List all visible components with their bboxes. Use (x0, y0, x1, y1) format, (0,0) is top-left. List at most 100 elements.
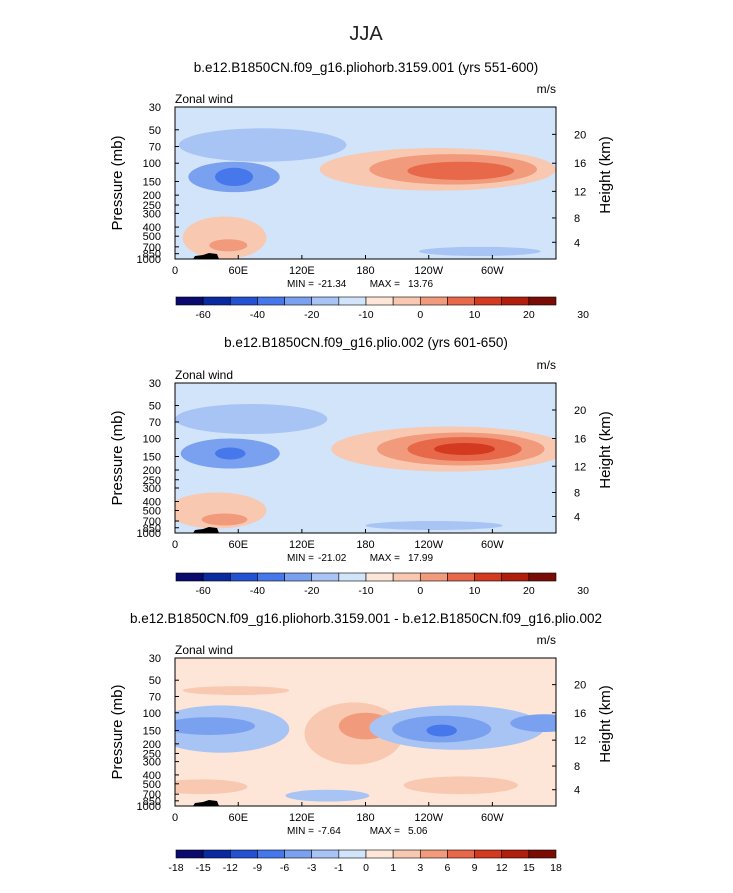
pressure-tick-label: 70 (149, 142, 161, 154)
colorbar-label: 15 (523, 862, 535, 874)
colorbar-label: -10 (358, 585, 373, 597)
pressure-tick-label: 1000 (137, 801, 161, 813)
longitude-tick-label: 60W (481, 265, 504, 277)
min-value: -21.02 (318, 553, 347, 564)
pressure-tick-label: 250 (143, 748, 161, 760)
height-tick-label: 8 (574, 488, 580, 500)
pressure-tick-label: 200 (143, 739, 161, 751)
colorbar-label: 6 (445, 862, 451, 874)
pressure-tick-label: 850 (143, 796, 161, 808)
colorbar-swatch (284, 572, 313, 582)
longitude-tick-label: 60E (228, 539, 248, 551)
max-label: MAX = (370, 826, 400, 837)
colorbar-swatch (229, 572, 258, 582)
colorbar-swatch (419, 296, 448, 306)
panel-title: b.e12.B1850CN.f09_g16.pliohorb.3159.001 … (194, 60, 539, 75)
height-tick-label: 4 (574, 512, 580, 524)
topography (193, 527, 219, 533)
colorbar-swatch (257, 296, 285, 306)
colorbar-swatch (447, 296, 475, 306)
colorbar-label: -15 (196, 862, 211, 874)
min-label: MIN = (287, 279, 314, 290)
longitude-tick-label: 60E (228, 812, 248, 824)
pressure-tick-label: 50 (149, 401, 161, 413)
colorbar-swatch (175, 849, 204, 859)
topography (193, 800, 219, 806)
colorbar-label: 3 (417, 862, 423, 874)
colorbar-label: -10 (358, 309, 373, 321)
colorbar-label: 1 (390, 862, 396, 874)
height-tick-label: 12 (574, 461, 586, 473)
contour-field (175, 383, 556, 533)
pressure-tick-label: 200 (143, 190, 161, 202)
colorbar-label: -9 (253, 862, 262, 874)
colorbar-swatch (447, 849, 475, 859)
pressure-tick-label: 100 (143, 708, 161, 720)
colorbar-swatch (311, 296, 340, 306)
colorbar-swatch (528, 296, 557, 306)
height-tick-label: 8 (574, 213, 580, 225)
zonal-wind-panel-1: b.e12.B1850CN.f09_g16.pliohorb.3159.001 … (109, 60, 614, 321)
atlantic-easterly-change (510, 714, 556, 732)
longitude-tick-label: 120W (414, 812, 443, 824)
tropical-easterly-jet-core (215, 447, 246, 460)
colorbar-label: 18 (550, 862, 562, 874)
pressure-tick-label: 1000 (137, 528, 161, 540)
colorbar-swatch (175, 572, 204, 582)
colorbar-label: 10 (469, 585, 481, 597)
pressure-tick-label: 30 (149, 653, 161, 665)
colorbar-swatch (338, 296, 367, 306)
pressure-tick-label: 500 (143, 779, 161, 791)
colorbar-swatch (528, 849, 557, 859)
colorbar-label: -20 (304, 585, 319, 597)
longitude-tick-label: 0 (172, 539, 178, 551)
colorbar-label: 30 (577, 585, 589, 597)
pressure-tick-label: 100 (143, 158, 161, 170)
colorbar-label: 0 (363, 862, 369, 874)
topography (193, 253, 219, 259)
zonal-wind-panel-2: b.e12.B1850CN.f09_g16.plio.002 (yrs 601-… (109, 335, 614, 597)
lower-level-westerly-change-west (403, 776, 518, 795)
max-label: MAX = (370, 279, 400, 290)
colorbar-swatch (365, 572, 394, 582)
southern-westerly-jet-max (434, 443, 496, 455)
eastern-pacific-easterly-change-core (426, 724, 457, 737)
colorbar-swatch (257, 572, 285, 582)
colorbar-swatch (311, 572, 340, 582)
colorbar-swatch (284, 296, 313, 306)
y-right-axis-title: Height (km) (597, 685, 614, 763)
colorbar-swatch (229, 296, 258, 306)
longitude-tick-label: 120E (289, 265, 315, 277)
pressure-tick-label: 300 (143, 208, 161, 220)
min-label: MIN = (287, 553, 314, 564)
max-label: MAX = (370, 553, 400, 564)
min-value: -21.34 (318, 279, 347, 290)
colorbar-label: -1 (334, 862, 343, 874)
height-tick-label: 16 (574, 158, 586, 170)
y-right-axis-title: Height (km) (597, 136, 614, 214)
pressure-tick-label: 400 (143, 770, 161, 782)
pressure-tick-label: 400 (143, 497, 161, 509)
colorbar-label: 20 (523, 585, 535, 597)
height-tick-label: 20 (574, 405, 586, 417)
pressure-tick-label: 30 (149, 102, 161, 114)
colorbar-swatch (338, 849, 367, 859)
colorbar-label: -40 (250, 309, 265, 321)
longitude-tick-label: 120W (414, 539, 443, 551)
stratospheric-easterlies (175, 404, 328, 434)
contour-field (175, 658, 556, 806)
height-tick-label: 16 (574, 434, 586, 446)
variable-label: Zonal wind (175, 643, 233, 657)
southern-westerly-jet-core (407, 161, 515, 180)
colorbar-label: 10 (469, 309, 481, 321)
min-label: MIN = (287, 826, 314, 837)
colorbar-swatch (419, 849, 448, 859)
surface-easterlies (418, 246, 541, 256)
colorbar-swatch (202, 296, 231, 306)
lower-level-westerly-change (175, 779, 248, 795)
height-tick-label: 20 (574, 680, 586, 692)
colorbar-swatch (202, 849, 231, 859)
surface-easterly-change (285, 789, 370, 802)
